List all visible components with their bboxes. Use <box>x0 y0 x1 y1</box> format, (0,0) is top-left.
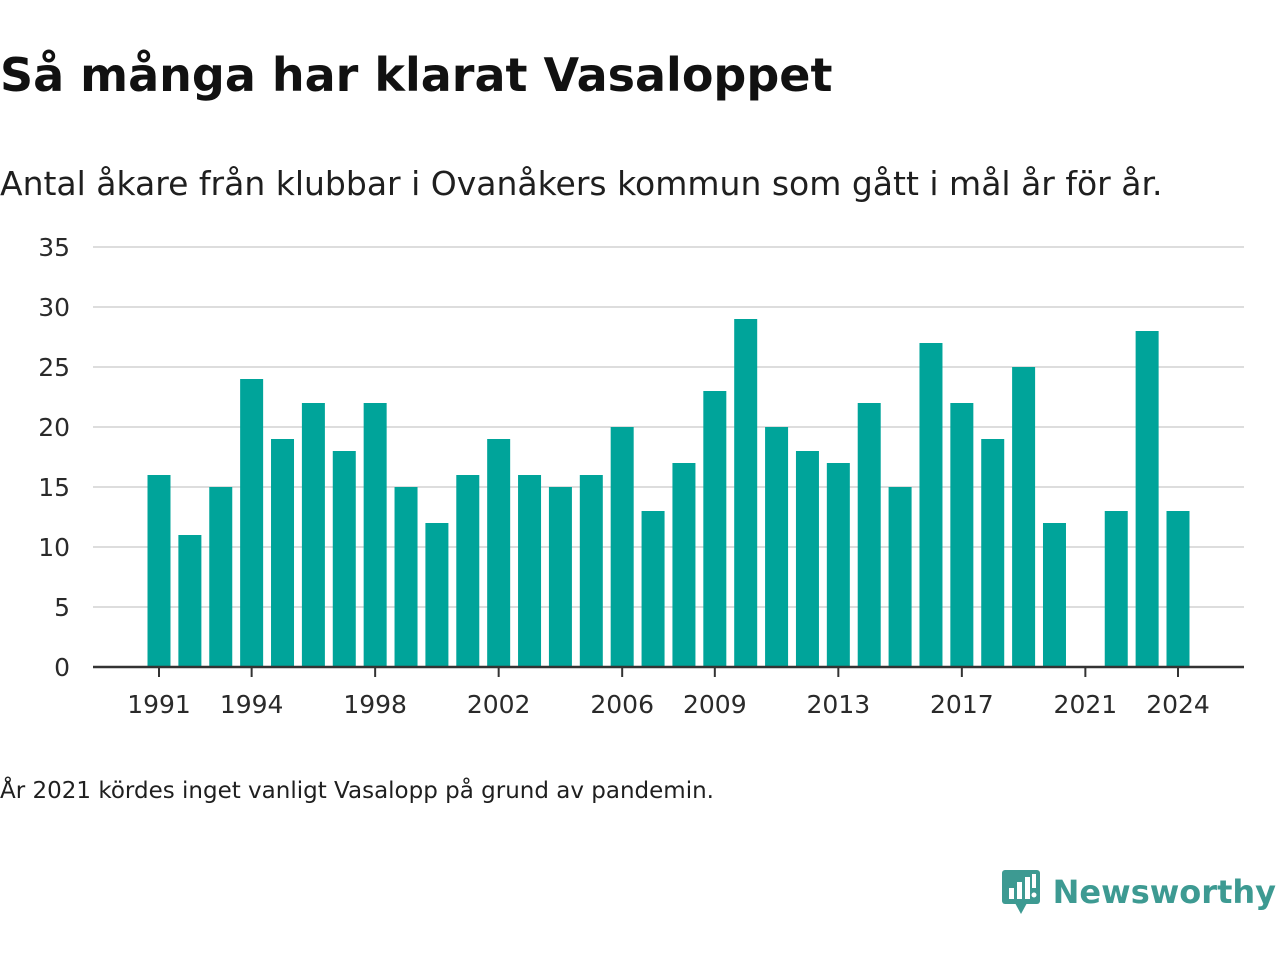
bar-1993 <box>209 487 233 667</box>
bar-1994 <box>240 379 264 667</box>
bar-1995 <box>271 439 295 667</box>
bar-chart: 0 5 10 15 20 25 30 35 1991 1994 1998 2002 2006 2009 2… <box>38 233 1244 719</box>
y-tick-label-30: 30 <box>38 293 70 322</box>
newsworthy-logo-icon <box>1001 870 1040 914</box>
bar-2011 <box>765 427 789 667</box>
bar-1991 <box>147 475 171 667</box>
bar-2009 <box>703 391 727 667</box>
bar-2018 <box>981 439 1005 667</box>
x-tick-label-1998: 1998 <box>343 690 407 719</box>
bar-2002 <box>487 439 511 667</box>
chart-title: Så många har klarat Vasaloppet <box>0 48 833 102</box>
x-tick-label-2002: 2002 <box>467 690 531 719</box>
y-tick-label-15: 15 <box>38 473 70 502</box>
y-tick-label-0: 0 <box>54 653 70 682</box>
y-tick-label-20: 20 <box>38 413 70 442</box>
bar-2019 <box>1012 367 1036 667</box>
bar-2013 <box>826 463 850 667</box>
x-tick-label-1991: 1991 <box>127 690 191 719</box>
bar-1997 <box>332 451 356 667</box>
bars <box>147 319 1190 667</box>
x-tick-label-2024: 2024 <box>1146 690 1210 719</box>
x-axis-ticks: 1991 1994 1998 2002 2006 2009 2013 2017 2021 2024 <box>127 667 1210 719</box>
bar-2020 <box>1042 523 1066 667</box>
bar-1992 <box>178 535 202 667</box>
bar-1998 <box>363 403 387 667</box>
y-tick-label-35: 35 <box>38 233 70 262</box>
footnote: År 2021 kördes inget vanligt Vasalopp på… <box>0 778 714 804</box>
gridlines <box>93 246 1244 608</box>
bar-2001 <box>456 475 480 667</box>
x-tick-label-2017: 2017 <box>930 690 994 719</box>
chart-subtitle: Antal åkare från klubbar i Ovanåkers kom… <box>0 164 1163 203</box>
y-tick-label-5: 5 <box>54 593 70 622</box>
bar-2000 <box>425 523 449 667</box>
x-tick-label-1994: 1994 <box>220 690 284 719</box>
bar-2016 <box>919 343 943 667</box>
bar-2010 <box>734 319 758 667</box>
bar-2024 <box>1166 511 1190 667</box>
brand-name: Newsworthy <box>1052 873 1276 911</box>
bar-1996 <box>301 403 325 667</box>
bar-2004 <box>548 487 572 667</box>
bar-2006 <box>610 427 634 667</box>
x-tick-label-2006: 2006 <box>590 690 654 719</box>
bar-2003 <box>518 475 542 667</box>
x-tick-label-2021: 2021 <box>1054 690 1118 719</box>
y-axis-tick-labels: 0 5 10 15 20 25 30 35 <box>38 233 70 682</box>
bar-2023 <box>1135 331 1159 667</box>
x-tick-label-2009: 2009 <box>683 690 747 719</box>
bar-2007 <box>641 511 665 667</box>
bar-2015 <box>888 487 912 667</box>
bar-2005 <box>579 475 603 667</box>
y-tick-label-10: 10 <box>38 533 70 562</box>
brand-logo: Newsworthy <box>1001 868 1276 916</box>
bar-2012 <box>795 451 819 667</box>
bar-2008 <box>672 463 696 667</box>
y-tick-label-25: 25 <box>38 353 70 382</box>
bar-2014 <box>857 403 881 667</box>
bar-2017 <box>950 403 974 667</box>
bar-1999 <box>394 487 418 667</box>
bar-2022 <box>1104 511 1128 667</box>
x-tick-label-2013: 2013 <box>807 690 871 719</box>
